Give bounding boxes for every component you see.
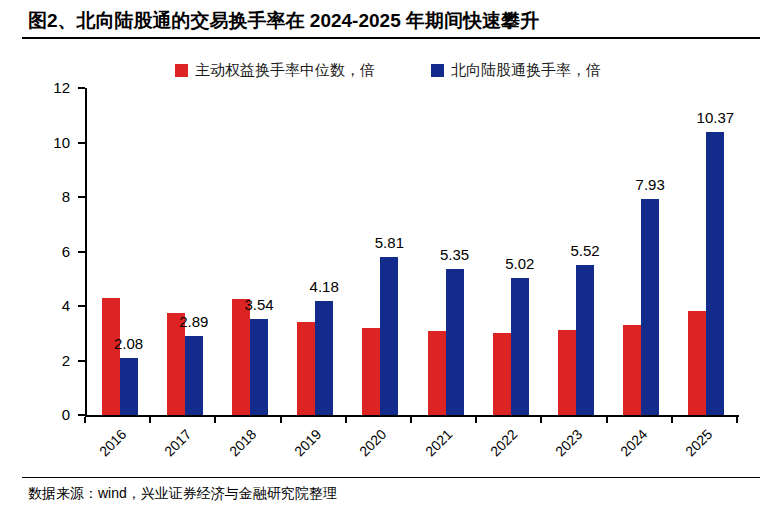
bar-series0-2025 — [688, 311, 706, 415]
y-axis-tick-0 — [78, 414, 85, 416]
y-axis-label-2: 2 — [30, 352, 70, 369]
bar-series0-2022 — [493, 333, 511, 415]
x-axis-label-2021: 2021 — [401, 426, 455, 480]
y-axis-tick-8 — [78, 196, 85, 198]
bar-series1-2018 — [250, 319, 268, 415]
x-axis-tick-6 — [475, 417, 477, 423]
y-axis-label-10: 10 — [30, 134, 70, 151]
legend-label-northbound: 北向陆股通换手率，倍 — [451, 61, 601, 80]
legend-item-northbound: 北向陆股通换手率，倍 — [431, 61, 601, 80]
x-axis-label-2016: 2016 — [75, 426, 129, 480]
bar-value-label-2018: 3.54 — [227, 296, 291, 313]
y-axis-tick-10 — [78, 142, 85, 144]
bar-value-label-2016: 2.08 — [97, 335, 161, 352]
data-source-note: 数据来源：wind，兴业证券经济与金融研究院整理 — [28, 485, 337, 503]
bar-series1-2017 — [185, 336, 203, 415]
x-axis-label-2024: 2024 — [597, 426, 651, 480]
bar-series1-2020 — [380, 257, 398, 415]
bar-series0-2024 — [623, 325, 641, 415]
y-axis-label-0: 0 — [30, 406, 70, 423]
bar-value-label-2021: 5.35 — [423, 246, 487, 263]
bar-series1-2016 — [120, 358, 138, 415]
x-axis-label-2022: 2022 — [466, 426, 520, 480]
bar-series1-2025 — [706, 132, 724, 415]
x-axis-label-2018: 2018 — [206, 426, 260, 480]
bar-series0-2016 — [102, 298, 120, 415]
bar-value-label-2017: 2.89 — [162, 313, 226, 330]
legend-swatch-blue — [431, 64, 444, 77]
x-axis-tick-2 — [214, 417, 216, 423]
chart-title: 图2、北向陆股通的交易换手率在 2024-2025 年期间快速攀升 — [28, 8, 539, 34]
y-axis-label-6: 6 — [30, 243, 70, 260]
chart-legend: 主动权益换手率中位数，倍 北向陆股通换手率，倍 — [0, 61, 776, 80]
bar-series0-2021 — [428, 331, 446, 415]
bar-series0-2023 — [558, 330, 576, 415]
x-axis-tick-9 — [671, 417, 673, 423]
x-axis-tick-4 — [345, 417, 347, 423]
bar-series1-2019 — [315, 301, 333, 415]
x-axis-tick-1 — [149, 417, 151, 423]
legend-label-active-equity: 主动权益换手率中位数，倍 — [195, 61, 375, 80]
y-axis-label-12: 12 — [30, 79, 70, 96]
y-axis-tick-6 — [78, 251, 85, 253]
bar-series0-2020 — [362, 328, 380, 415]
x-axis-tick-7 — [540, 417, 542, 423]
figure-panel: 图2、北向陆股通的交易换手率在 2024-2025 年期间快速攀升 主动权益换手… — [0, 0, 776, 517]
title-divider — [22, 37, 760, 39]
x-axis-label-2025: 2025 — [662, 426, 716, 480]
x-axis-label-2017: 2017 — [140, 426, 194, 480]
x-axis-label-2019: 2019 — [271, 426, 325, 480]
x-axis-tick-5 — [410, 417, 412, 423]
y-axis-label-8: 8 — [30, 188, 70, 205]
y-axis-tick-2 — [78, 360, 85, 362]
bar-series1-2022 — [511, 278, 529, 415]
bar-value-label-2019: 4.18 — [292, 278, 356, 295]
legend-swatch-red — [175, 64, 188, 77]
y-axis-tick-4 — [78, 305, 85, 307]
footer-divider — [22, 477, 760, 478]
bar-value-label-2024: 7.93 — [618, 176, 682, 193]
bar-value-label-2025: 10.37 — [683, 109, 747, 126]
bar-value-label-2023: 5.52 — [553, 242, 617, 259]
bar-value-label-2020: 5.81 — [357, 234, 421, 251]
y-axis-tick-12 — [78, 87, 85, 89]
bar-series0-2018 — [232, 299, 250, 415]
bar-series1-2023 — [576, 265, 594, 415]
x-axis-tick-3 — [280, 417, 282, 423]
x-axis-tick-8 — [606, 417, 608, 423]
x-axis-label-2020: 2020 — [336, 426, 390, 480]
bar-series1-2024 — [641, 199, 659, 415]
legend-item-active-equity: 主动权益换手率中位数，倍 — [175, 61, 375, 80]
x-axis-tick-10 — [736, 417, 738, 423]
bar-value-label-2022: 5.02 — [488, 255, 552, 272]
x-axis-tick-0 — [84, 417, 86, 423]
y-axis-label-4: 4 — [30, 297, 70, 314]
x-axis-label-2023: 2023 — [532, 426, 586, 480]
plot-area: 2.082.893.544.185.815.355.025.527.9310.3… — [85, 88, 739, 417]
bar-series1-2021 — [446, 269, 464, 415]
bar-series0-2019 — [297, 322, 315, 415]
